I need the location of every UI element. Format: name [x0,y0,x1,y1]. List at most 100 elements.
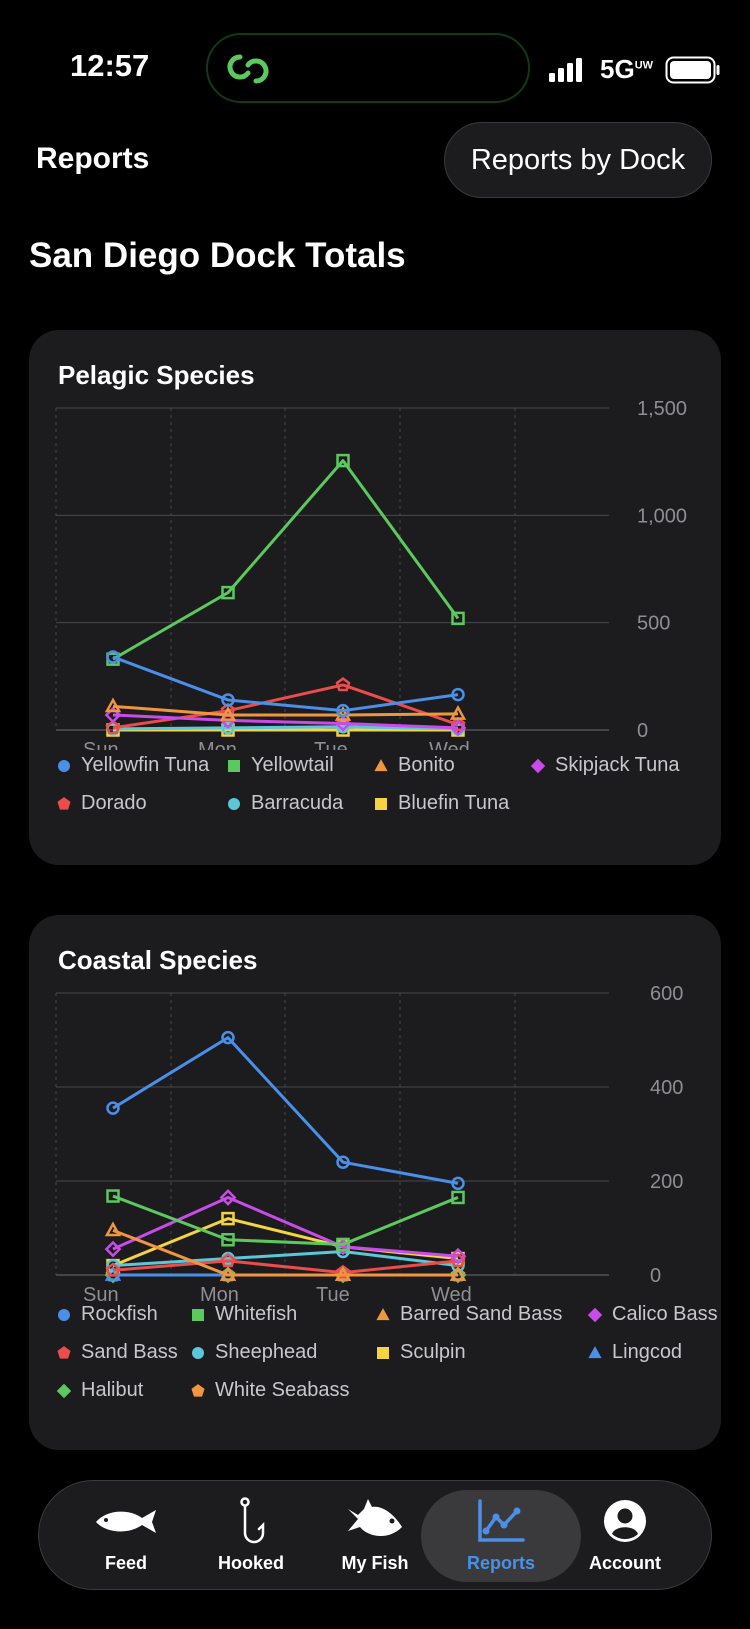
data-point [221,585,235,600]
data-point [106,1189,120,1203]
legend-label: Yellowfin Tuna [81,754,210,776]
link-icon [227,54,269,84]
legend-item: Rockfish [56,1303,158,1326]
data-point [334,715,352,732]
tab-label: Account [589,1553,661,1573]
data-point [336,1237,350,1252]
x-tick-label: Sun [83,739,119,750]
my-fish-icon [344,1497,406,1545]
legend-item: Barred Sand Bass [375,1303,562,1326]
legend-marker [56,1383,72,1398]
y-tick-label: 1,500 [637,398,687,420]
header-title: Reports [36,142,150,175]
data-point [336,720,350,734]
data-point [451,1176,465,1191]
y-tick-label: 0 [637,720,648,742]
legend-marker-icon [228,759,240,772]
data-point [105,1262,121,1277]
x-tick-label: Wed [429,739,470,750]
data-point [449,704,467,720]
data-point [221,693,235,707]
data-point [336,1155,350,1169]
legend-label: Sand Bass [81,1341,178,1363]
legend-item: Sheephead [190,1341,317,1364]
data-point [335,1264,351,1280]
coastal-species-card: Coastal Species 600 400 200 0 Sun Mon Tue Wed R… [29,915,721,1450]
status-time: 12:57 [70,48,150,83]
y-tick-label: 400 [650,1077,683,1099]
status-bar: 12:57 5GUW [0,0,750,110]
tab-my-fish[interactable]: My Fish [313,1481,437,1591]
legend-item: White Seabass [190,1379,350,1402]
legend-label: White Seabass [215,1379,350,1401]
series-line [112,1259,459,1275]
chart-icon [477,1497,525,1545]
x-tick-label: Tue [316,1284,350,1306]
legend-label: Sculpin [400,1341,466,1363]
legend-marker-icon [530,758,546,773]
tab-reports[interactable]: Reports [439,1481,563,1591]
data-point [449,1266,467,1284]
y-tick-label: 600 [650,983,683,1005]
data-point [335,677,351,692]
pelagic-species-card: Pelagic Species 1,500 1,000 500 0 Sun Mon Tue W… [29,330,721,865]
data-point [104,1240,122,1258]
legend-label: Bonito [398,754,455,776]
data-point [219,1266,237,1281]
series-line [112,683,459,730]
data-point [449,1247,467,1265]
data-point [219,1189,237,1206]
tab-label: Reports [466,1553,535,1573]
legend-marker [587,1307,603,1322]
legend-marker-icon [192,1346,204,1359]
y-tick-label: 1,000 [637,505,687,527]
legend-item: Yellowtail [226,754,334,777]
legend-item: Lingcod [587,1341,682,1364]
legend-label: Whitefish [215,1303,298,1325]
signal-icon [549,57,582,82]
tab-label: Feed [104,1553,147,1573]
y-tick-label: 0 [650,1265,661,1287]
legend-marker [58,1308,70,1321]
fish-icon [94,1497,158,1545]
legend-marker [228,797,240,810]
series-line [112,704,459,717]
legend-item: Dorado [56,792,147,815]
hook-icon [234,1497,268,1545]
coastal-line-chart: 600 400 200 0 Sun Mon Tue Wed [55,983,683,1306]
y-tick-label: 500 [637,613,670,635]
data-point [219,706,237,721]
legend-label: Barred Sand Bass [400,1303,563,1325]
data-point [221,1211,235,1226]
tab-bar: Feed Hooked My Fish Rep [38,1480,712,1590]
page-title: San Diego Dock Totals [29,236,406,275]
tab-account[interactable]: Account [563,1481,687,1591]
reports-by-dock-button[interactable]: Reports by Dock [444,122,712,198]
network-label: 5GUW [600,54,653,85]
legend-item: Halibut [56,1379,143,1402]
card-title: Pelagic Species [58,360,255,390]
legend-marker [192,1308,204,1321]
tab-feed[interactable]: Feed [64,1481,188,1591]
data-point [104,697,122,713]
status-icons: 5GUW [548,54,721,85]
legend-item: Bonito [373,754,455,777]
dynamic-island[interactable] [206,33,530,103]
legend-marker-icon [588,1345,602,1358]
legend-item: Whitefish [190,1303,297,1326]
series-line [112,1228,458,1277]
data-point [334,1266,352,1281]
tab-hooked[interactable]: Hooked [189,1481,313,1591]
tab-label: My Fish [341,1553,409,1573]
data-point [451,611,465,626]
legend-item: Calico Bass [587,1303,718,1326]
legend-marker [228,759,240,772]
legend-label: Bluefin Tuna [398,792,510,814]
legend-marker [375,797,387,810]
legend-label: Yellowtail [251,754,334,776]
data-point [105,719,121,735]
data-point [336,703,350,718]
legend-label: Lingcod [612,1341,683,1363]
data-point [221,1030,235,1045]
x-tick-label: Tue [314,739,348,750]
